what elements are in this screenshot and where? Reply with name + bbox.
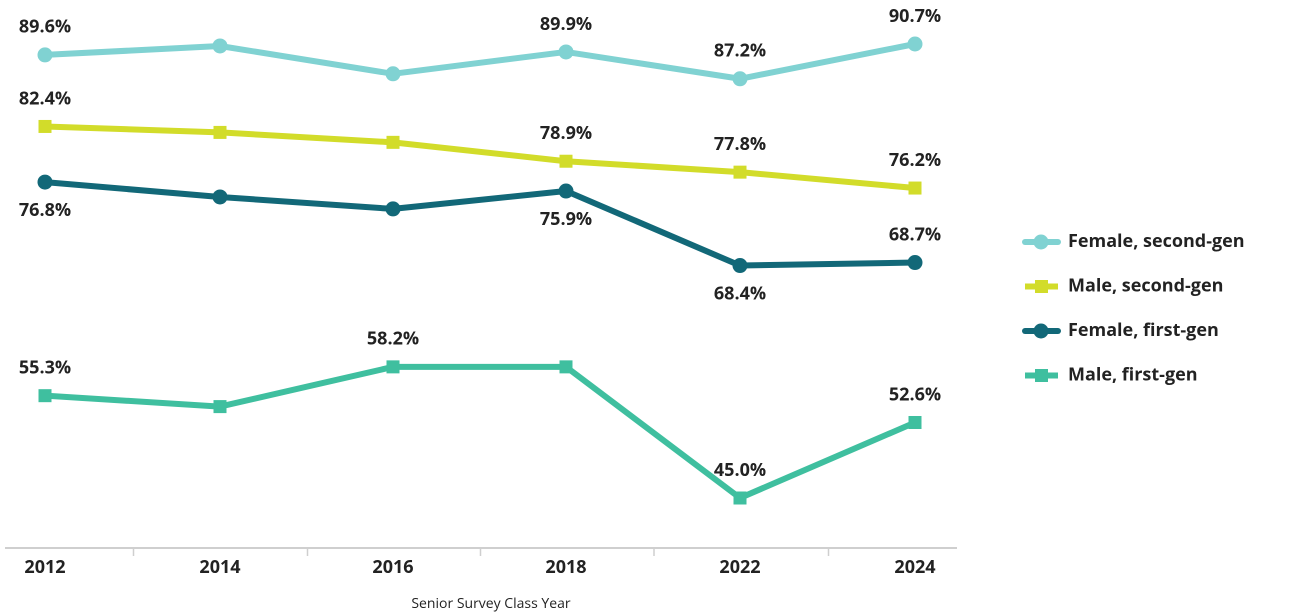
point-marker — [558, 183, 574, 199]
point-marker — [213, 125, 227, 139]
data-label: 52.6% — [889, 382, 941, 406]
data-label: 87.2% — [714, 39, 766, 63]
legend-label: Female, second-gen — [1068, 229, 1245, 253]
data-label: 82.4% — [19, 86, 71, 110]
x-tick-label: 2022 — [719, 555, 760, 579]
data-label: 55.3% — [19, 355, 71, 379]
data-label: 68.7% — [889, 222, 941, 246]
point-marker — [907, 36, 923, 52]
data-label: 58.2% — [367, 327, 419, 351]
point-marker — [385, 201, 401, 217]
data-label: 77.8% — [714, 132, 766, 156]
x-tick-label: 2014 — [199, 555, 240, 579]
series-line — [44, 41, 916, 82]
point-marker — [386, 135, 400, 149]
legend-label: Male, second-gen — [1068, 273, 1223, 297]
x-axis-title: Senior Survey Class Year — [411, 594, 571, 613]
legend-swatch — [1035, 369, 1048, 382]
x-tick-label: 2016 — [372, 555, 413, 579]
point-marker — [732, 258, 748, 274]
data-label: 78.9% — [540, 121, 592, 145]
x-tick-label: 2018 — [545, 555, 586, 579]
data-label: 45.0% — [714, 458, 766, 482]
data-label: 76.8% — [19, 198, 71, 222]
point-marker — [38, 119, 52, 133]
x-tick-label: 2012 — [24, 555, 65, 579]
point-marker — [38, 389, 52, 403]
legend-swatch — [1035, 280, 1048, 293]
point-marker — [733, 165, 747, 179]
point-marker — [385, 66, 401, 82]
point-marker — [213, 400, 227, 414]
point-marker — [559, 154, 573, 168]
legend-swatch — [1033, 323, 1049, 339]
point-marker — [37, 47, 53, 63]
data-label: 90.7% — [889, 4, 941, 28]
point-marker — [732, 71, 748, 87]
point-marker — [907, 255, 923, 271]
data-label: 89.6% — [19, 15, 71, 39]
series-line — [44, 123, 916, 192]
series-line — [44, 179, 916, 269]
point-marker — [908, 415, 922, 429]
data-label: 76.2% — [889, 148, 941, 172]
point-marker — [733, 491, 747, 505]
x-tick-label: 2024 — [894, 555, 935, 579]
point-marker — [558, 44, 574, 60]
point-marker — [386, 360, 400, 374]
data-label: 89.9% — [540, 12, 592, 36]
series-line — [44, 363, 917, 501]
point-marker — [212, 189, 228, 205]
point-marker — [908, 181, 922, 195]
point-marker — [37, 174, 53, 190]
legend-label: Male, first-gen — [1068, 362, 1198, 386]
data-label: 68.4% — [714, 281, 766, 305]
data-label: 75.9% — [540, 207, 592, 231]
legend-label: Female, first-gen — [1068, 318, 1219, 342]
legend-swatch — [1033, 234, 1049, 250]
point-marker — [559, 360, 573, 374]
point-marker — [212, 38, 228, 54]
